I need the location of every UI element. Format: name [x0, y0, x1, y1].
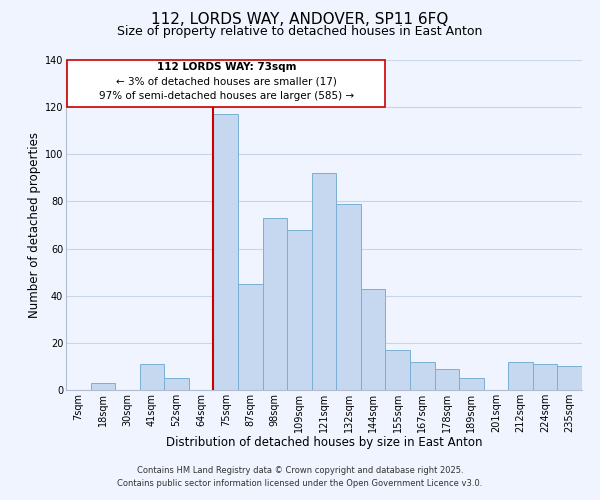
Bar — [263, 218, 287, 390]
Bar — [385, 350, 410, 390]
Text: 112, LORDS WAY, ANDOVER, SP11 6FQ: 112, LORDS WAY, ANDOVER, SP11 6FQ — [151, 12, 449, 28]
Bar — [557, 366, 582, 390]
Bar — [140, 364, 164, 390]
Bar — [287, 230, 312, 390]
Bar — [164, 378, 189, 390]
Bar — [312, 173, 336, 390]
Bar — [533, 364, 557, 390]
Y-axis label: Number of detached properties: Number of detached properties — [28, 132, 41, 318]
Bar — [361, 288, 385, 390]
Bar — [336, 204, 361, 390]
X-axis label: Distribution of detached houses by size in East Anton: Distribution of detached houses by size … — [166, 436, 482, 450]
Text: 112 LORDS WAY: 73sqm: 112 LORDS WAY: 73sqm — [157, 62, 296, 72]
Text: ← 3% of detached houses are smaller (17): ← 3% of detached houses are smaller (17) — [116, 76, 337, 86]
Bar — [214, 114, 238, 390]
Bar — [91, 383, 115, 390]
Bar — [434, 369, 459, 390]
Bar — [67, 60, 385, 107]
Bar — [410, 362, 434, 390]
Text: Size of property relative to detached houses in East Anton: Size of property relative to detached ho… — [118, 25, 482, 38]
Bar — [508, 362, 533, 390]
Bar — [459, 378, 484, 390]
Text: Contains HM Land Registry data © Crown copyright and database right 2025.
Contai: Contains HM Land Registry data © Crown c… — [118, 466, 482, 487]
Text: 97% of semi-detached houses are larger (585) →: 97% of semi-detached houses are larger (… — [99, 91, 354, 101]
Bar — [238, 284, 263, 390]
